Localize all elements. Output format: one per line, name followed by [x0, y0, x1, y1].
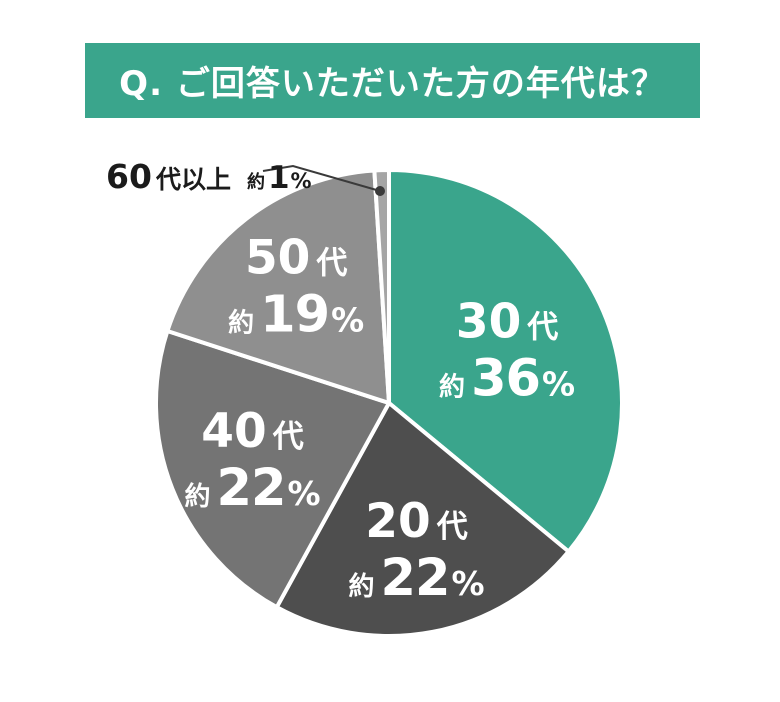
slice-value-50代: 約 19%: [228, 285, 364, 344]
callout-dot: [375, 186, 385, 196]
pie-slice-20代: [274, 401, 571, 638]
pie-slice-40代: [153, 329, 391, 610]
slice-label-40代: 40 代: [201, 404, 303, 459]
pie-slice-30代: [387, 168, 624, 554]
pie-slice-60代以上: [372, 168, 391, 405]
slice-value-20代: 約 22%: [348, 549, 484, 608]
callout-leader-line: [262, 164, 381, 192]
slice-label-20代: 20 代: [365, 494, 467, 549]
callout-label-60代以上: 60 代以上 約1%: [106, 157, 312, 196]
slice-label-50代: 50 代: [245, 230, 347, 285]
question-banner: Q. ご回答いただいた方の年代は？: [85, 43, 700, 118]
slice-value-30代: 約 36%: [439, 349, 575, 408]
question-title: Q. ご回答いただいた方の年代は？: [119, 64, 666, 104]
pie-slice-50代: [165, 168, 391, 405]
slice-label-30代: 30 代: [456, 294, 558, 349]
slice-value-40代: 約 22%: [184, 459, 320, 518]
